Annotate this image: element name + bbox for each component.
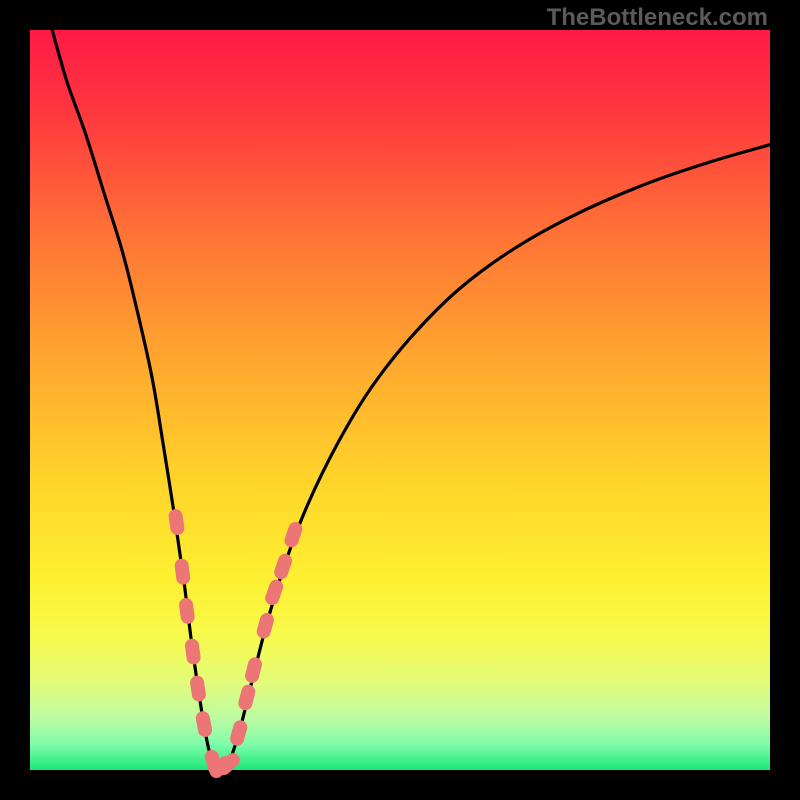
curve-marker bbox=[168, 508, 186, 536]
plot-area bbox=[30, 30, 770, 770]
curve-marker bbox=[272, 552, 294, 581]
curve-marker bbox=[255, 611, 276, 640]
curve-marker bbox=[184, 638, 201, 666]
curve-marker bbox=[189, 675, 207, 703]
curve-marker bbox=[174, 558, 191, 586]
curve-marker bbox=[178, 597, 195, 625]
chart-frame: TheBottleneck.com bbox=[0, 0, 800, 800]
curve-layer bbox=[30, 30, 770, 770]
curve-marker bbox=[243, 656, 263, 685]
curve-right-branch bbox=[224, 145, 770, 770]
curve-marker bbox=[195, 710, 214, 738]
curve-marker bbox=[237, 683, 257, 712]
curve-marker bbox=[263, 578, 285, 607]
markers-group bbox=[168, 508, 305, 781]
watermark-text: TheBottleneck.com bbox=[547, 4, 768, 32]
curve-marker bbox=[228, 719, 248, 748]
